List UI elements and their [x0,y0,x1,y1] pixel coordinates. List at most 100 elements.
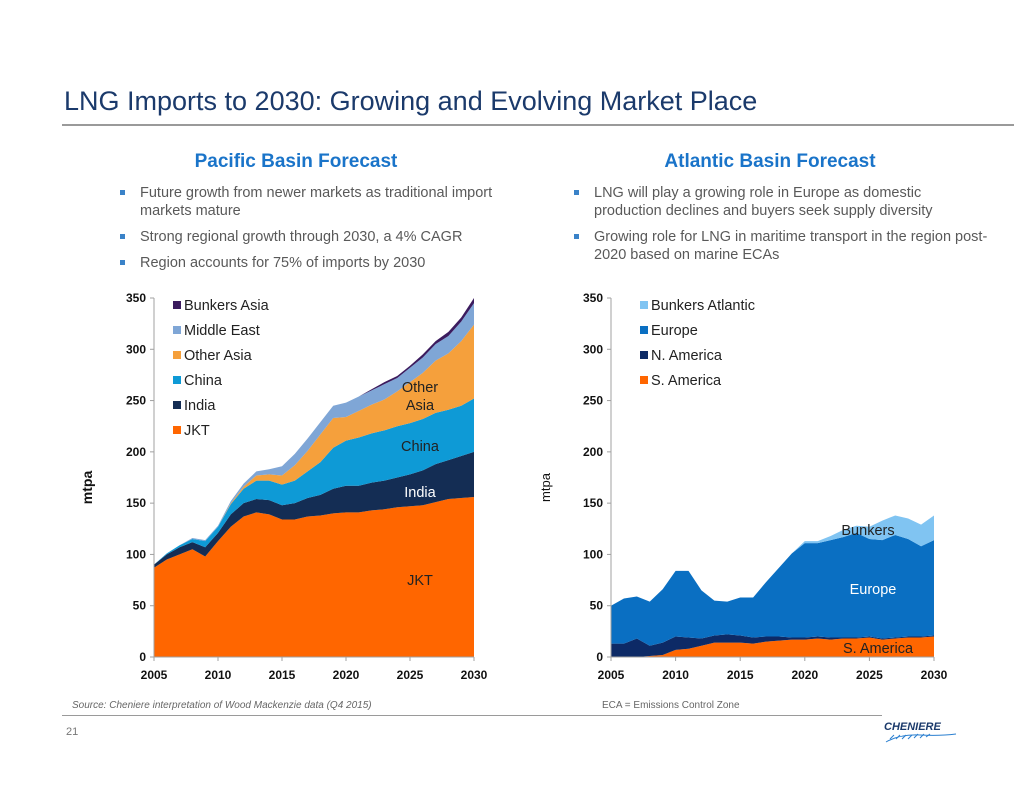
y-tick-label: 300 [583,342,603,356]
eca-note: ECA = Emissions Control Zone [602,700,740,711]
legend-swatch [173,326,181,334]
y-axis-title: mtpa [79,471,95,505]
y-tick-label: 250 [583,394,603,408]
legend-swatch [173,401,181,409]
y-tick-label: 0 [596,650,603,664]
bullet-item: Future growth from newer markets as trad… [118,184,518,220]
area-china [154,398,474,565]
pacific-heading: Pacific Basin Forecast [194,151,398,172]
legend-label: JKT [184,423,210,439]
y-tick-label: 100 [126,547,146,561]
legend-item-n-america: N. America [640,348,723,364]
logo-text: CHENIERE [884,721,942,733]
legend-label: China [184,373,223,389]
x-tick-label: 2015 [727,668,754,682]
area-europe [611,532,934,646]
cheniere-logo: CHENIERE [884,721,957,743]
y-tick-label: 350 [583,291,603,305]
area-middle-east [154,303,474,565]
page-number: 21 [66,726,79,738]
legend-item-europe: Europe [640,323,698,339]
pacific-area-chart: 0 50 100 150 200 250 300 350 2005 2010 2015 2020 202… [79,291,488,682]
bullet-item: Region accounts for 75% of imports by 20… [118,254,518,272]
y-tick-label: 100 [583,547,603,561]
area-india [154,451,474,568]
legend-swatch [173,351,181,359]
legend-swatch [173,426,181,434]
area-jkt [154,496,474,657]
bullet-square-icon [120,260,125,265]
bullet-text: Region accounts for 75% of imports by 20… [140,255,426,271]
y-tick-label: 200 [583,445,603,459]
x-tick-label: 2010 [662,668,689,682]
y-tick-label: 200 [126,445,146,459]
source-note: Source: Cheniere interpretation of Wood … [72,700,372,711]
annotation-jkt: JKT [407,573,433,589]
bullet-text: Growing role for LNG in maritime transpo… [594,229,988,263]
legend-swatch [640,301,648,309]
legend-item-s-america: S. America [640,373,722,389]
legend-item-other-asia: Other Asia [173,348,253,364]
legend-swatch [173,376,181,384]
legend-swatch [640,351,648,359]
legend-label: Middle East [184,323,260,339]
x-tick-label: 2005 [598,668,625,682]
annotation-bunkers: Bunkers [841,523,894,539]
annotation-india: India [404,485,436,501]
bullet-item: Growing role for LNG in maritime transpo… [572,228,992,264]
annotation-s-america: S. America [843,641,914,657]
legend-label: Other Asia [184,348,253,364]
title-divider [62,124,1014,126]
bullet-text: Future growth from newer markets as trad… [140,185,493,219]
legend-label: S. America [651,373,722,389]
x-tick-label: 2030 [461,668,488,682]
legend-item-bunkers-asia: Bunkers Asia [173,298,270,314]
y-tick-label: 150 [583,496,603,510]
legend-item-jkt: JKT [173,423,210,439]
area-other-asia [154,324,474,565]
y-tick-label: 300 [126,342,146,356]
footer-divider [62,715,882,716]
y-axis-title: mtpa [538,472,553,502]
x-tick-label: 2010 [205,668,232,682]
y-tick-label: 50 [133,599,147,613]
x-tick-label: 2020 [333,668,360,682]
x-tick-label: 2025 [856,668,883,682]
legend-item-india: India [173,398,216,414]
bullet-square-icon [574,190,579,195]
y-tick-label: 350 [126,291,146,305]
y-tick-label: 150 [126,496,146,510]
bullet-square-icon [120,190,125,195]
annotation-other-asia: Other Asia [402,380,438,414]
x-tick-label: 2005 [141,668,168,682]
bullet-square-icon [120,234,125,239]
x-tick-label: 2015 [269,668,296,682]
legend-swatch [640,326,648,334]
x-tick-label: 2030 [921,668,948,682]
legend-swatch [640,376,648,384]
area-n-america [611,634,934,657]
page-title: LNG Imports to 2030: Growing and Evolvin… [64,86,758,116]
legend-label: N. America [651,348,723,364]
x-tick-label: 2020 [791,668,818,682]
bullet-item: LNG will play a growing role in Europe a… [572,184,992,220]
pacific-bullets: Future growth from newer markets as trad… [118,184,518,280]
bullet-text: Strong regional growth through 2030, a 4… [140,229,463,245]
legend-swatch [173,301,181,309]
atlantic-area-chart: 0 50 100 150 200 250 300 350 2005 2010 2015 2020 202… [538,291,948,682]
area-bunkers-atlantic [611,515,934,606]
y-tick-label: 0 [139,650,146,664]
atlantic-bullets: LNG will play a growing role in Europe a… [572,184,992,272]
x-tick-label: 2025 [397,668,424,682]
legend-item-bunkers-atlantic: Bunkers Atlantic [640,298,755,314]
area-s-america [611,636,934,657]
bullet-square-icon [574,234,579,239]
annotation-china: China [401,439,440,455]
bullet-item: Strong regional growth through 2030, a 4… [118,228,518,246]
y-tick-label: 250 [126,394,146,408]
atlantic-heading: Atlantic Basin Forecast [664,151,876,172]
legend-item-middle-east: Middle East [173,323,260,339]
legend-label: India [184,398,216,414]
annotation-europe: Europe [850,582,897,598]
bullet-text: LNG will play a growing role in Europe a… [594,185,933,219]
